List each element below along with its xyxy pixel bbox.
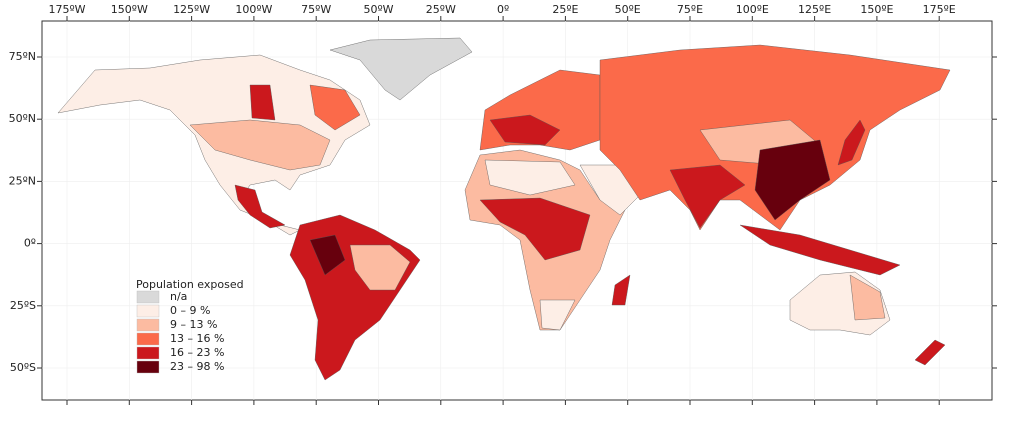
longitude-label: 50ºE [615, 3, 641, 16]
legend-label: 23 – 98 % [170, 360, 224, 373]
africa-region [484, 159, 576, 196]
longitude-label: 75ºE [677, 3, 703, 16]
legend: Population exposed n/a0 – 9 %9 – 13 %13 … [136, 278, 244, 374]
longitude-label: 100ºE [736, 3, 769, 16]
legend-label: 0 – 9 % [170, 304, 210, 317]
legend-swatch [136, 360, 160, 374]
latitude-label: 25ºN [9, 174, 36, 187]
latitude-label: 75ºN [9, 50, 36, 63]
asia-region [669, 164, 746, 229]
latitude-label: 50ºS [10, 361, 36, 374]
longitude-label: 100ºW [235, 3, 272, 16]
longitude-label: 175ºE [923, 3, 956, 16]
legend-swatch [136, 304, 160, 318]
central-america [234, 184, 286, 229]
legend-label: n/a [170, 290, 187, 303]
new-zealand [914, 339, 946, 366]
south-america-region [349, 244, 411, 291]
longitude-label: 0º [497, 3, 509, 16]
legend-label: 16 – 23 % [170, 346, 224, 359]
africa-region [539, 299, 576, 331]
legend-title: Population exposed [136, 278, 244, 291]
north-america-region [249, 84, 276, 121]
land-masses [57, 37, 951, 381]
axis-ticks: 175ºW 150ºW 125ºW 100ºW 75ºW 50ºW 25ºW 0º 25ºE 50… [9, 3, 997, 405]
legend-label: 13 – 16 % [170, 332, 224, 345]
longitude-label: 25ºW [426, 3, 456, 16]
north-america-region [189, 119, 331, 171]
longitude-label: 25ºE [552, 3, 578, 16]
europe-region [489, 114, 561, 146]
longitude-label: 175ºW [48, 3, 85, 16]
africa-region [479, 197, 591, 261]
latitude-label: 50ºN [9, 112, 36, 125]
australia-region [849, 274, 886, 321]
longitude-label: 150ºW [111, 3, 148, 16]
south-america-region [309, 234, 346, 276]
madagascar [611, 274, 631, 306]
longitude-label: 125ºE [798, 3, 831, 16]
legend-swatch [136, 318, 160, 332]
longitude-label: 50ºW [363, 3, 393, 16]
greenland [329, 37, 473, 101]
latitude-label: 25ºS [10, 299, 36, 312]
legend-swatch [136, 346, 160, 360]
longitude-label: 125ºW [173, 3, 210, 16]
legend-swatch [136, 332, 160, 346]
legend-swatch [136, 290, 160, 304]
longitude-label: 75ºW [301, 3, 331, 16]
longitude-label: 150ºE [860, 3, 893, 16]
indonesia [739, 224, 901, 276]
latitude-label: 0º [24, 237, 36, 250]
legend-label: 9 – 13 % [170, 318, 217, 331]
japan [837, 119, 866, 166]
asia-region [754, 139, 831, 221]
north-america-region [309, 84, 361, 131]
